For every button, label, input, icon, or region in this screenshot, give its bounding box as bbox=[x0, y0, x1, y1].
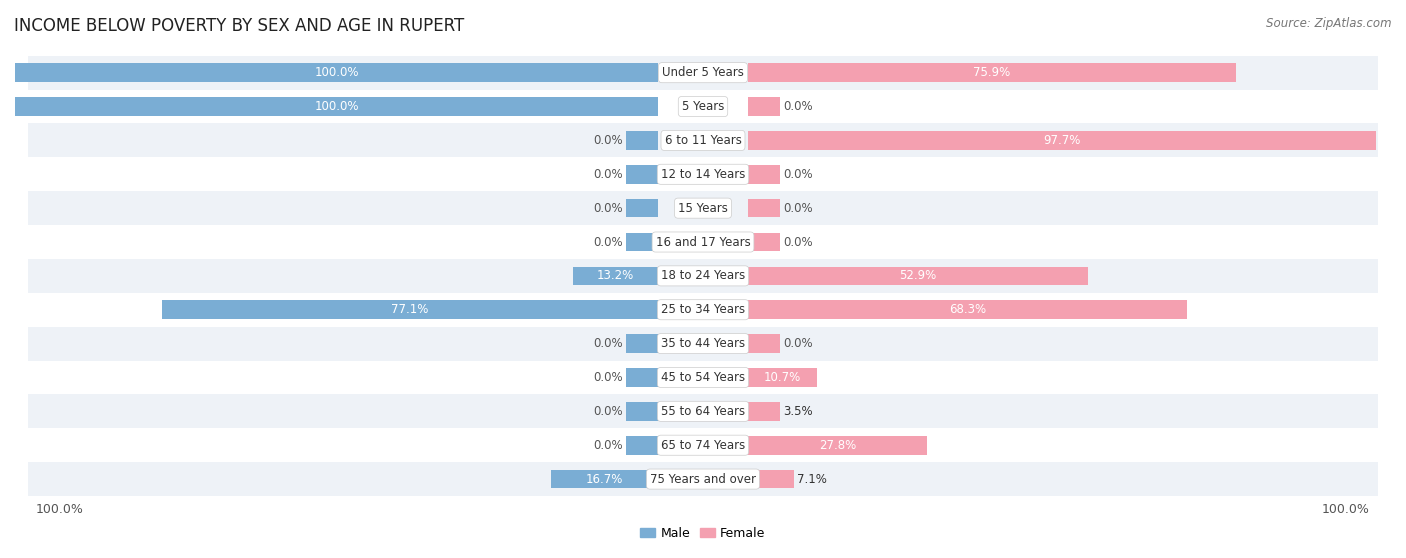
Bar bbox=[626, 334, 658, 353]
Bar bbox=[748, 267, 1088, 285]
Text: 97.7%: 97.7% bbox=[1043, 134, 1081, 147]
Text: 68.3%: 68.3% bbox=[949, 303, 986, 316]
Bar bbox=[748, 470, 793, 488]
Bar bbox=[28, 326, 1378, 360]
Bar bbox=[28, 360, 1378, 395]
Text: 45 to 54 Years: 45 to 54 Years bbox=[661, 371, 745, 384]
Bar bbox=[28, 429, 1378, 462]
Text: Source: ZipAtlas.com: Source: ZipAtlas.com bbox=[1267, 17, 1392, 30]
Text: 27.8%: 27.8% bbox=[818, 439, 856, 451]
Text: 10.7%: 10.7% bbox=[763, 371, 801, 384]
Text: 55 to 64 Years: 55 to 64 Years bbox=[661, 405, 745, 418]
Bar bbox=[626, 199, 658, 218]
Text: 75.9%: 75.9% bbox=[973, 66, 1011, 79]
Text: INCOME BELOW POVERTY BY SEX AND AGE IN RUPERT: INCOME BELOW POVERTY BY SEX AND AGE IN R… bbox=[14, 17, 464, 35]
Bar bbox=[28, 191, 1378, 225]
Bar bbox=[626, 436, 658, 455]
Text: 18 to 24 Years: 18 to 24 Years bbox=[661, 270, 745, 282]
Bar bbox=[28, 225, 1378, 259]
Text: 0.0%: 0.0% bbox=[783, 337, 813, 350]
Text: 0.0%: 0.0% bbox=[783, 235, 813, 248]
Bar bbox=[748, 300, 1187, 319]
Text: 0.0%: 0.0% bbox=[593, 371, 623, 384]
Text: 77.1%: 77.1% bbox=[391, 303, 429, 316]
Text: Under 5 Years: Under 5 Years bbox=[662, 66, 744, 79]
Bar bbox=[626, 165, 658, 184]
Bar bbox=[551, 470, 658, 488]
Bar bbox=[748, 402, 780, 421]
Text: 16 and 17 Years: 16 and 17 Years bbox=[655, 235, 751, 248]
Bar bbox=[626, 368, 658, 387]
Bar bbox=[15, 97, 658, 116]
Bar bbox=[28, 56, 1378, 90]
Bar bbox=[28, 395, 1378, 429]
Text: 100.0%: 100.0% bbox=[315, 100, 359, 113]
Text: 7.1%: 7.1% bbox=[797, 473, 827, 485]
Bar bbox=[574, 267, 658, 285]
Bar bbox=[626, 402, 658, 421]
Text: 6 to 11 Years: 6 to 11 Years bbox=[665, 134, 741, 147]
Text: 52.9%: 52.9% bbox=[900, 270, 936, 282]
Bar bbox=[748, 165, 780, 184]
Text: 3.5%: 3.5% bbox=[783, 405, 813, 418]
Bar bbox=[748, 334, 780, 353]
Text: 15 Years: 15 Years bbox=[678, 201, 728, 215]
Bar bbox=[626, 131, 658, 150]
Text: 0.0%: 0.0% bbox=[593, 201, 623, 215]
Text: 13.2%: 13.2% bbox=[598, 270, 634, 282]
Text: 65 to 74 Years: 65 to 74 Years bbox=[661, 439, 745, 451]
Text: 100.0%: 100.0% bbox=[315, 66, 359, 79]
Text: 0.0%: 0.0% bbox=[783, 201, 813, 215]
Text: 0.0%: 0.0% bbox=[593, 439, 623, 451]
Bar bbox=[748, 368, 817, 387]
Text: 0.0%: 0.0% bbox=[593, 405, 623, 418]
Bar bbox=[15, 64, 658, 82]
Bar bbox=[28, 123, 1378, 157]
Bar bbox=[748, 97, 780, 116]
Text: 12 to 14 Years: 12 to 14 Years bbox=[661, 168, 745, 181]
Bar bbox=[626, 233, 658, 251]
Text: 16.7%: 16.7% bbox=[586, 473, 623, 485]
Text: 5 Years: 5 Years bbox=[682, 100, 724, 113]
Bar bbox=[748, 233, 780, 251]
Text: 25 to 34 Years: 25 to 34 Years bbox=[661, 303, 745, 316]
Text: 75 Years and over: 75 Years and over bbox=[650, 473, 756, 485]
Text: 0.0%: 0.0% bbox=[593, 134, 623, 147]
Text: 0.0%: 0.0% bbox=[783, 168, 813, 181]
Text: 0.0%: 0.0% bbox=[593, 235, 623, 248]
Text: 0.0%: 0.0% bbox=[593, 168, 623, 181]
Bar bbox=[28, 157, 1378, 191]
Bar bbox=[28, 462, 1378, 496]
Bar bbox=[748, 64, 1236, 82]
Bar bbox=[28, 90, 1378, 123]
Text: 0.0%: 0.0% bbox=[783, 100, 813, 113]
Bar bbox=[28, 293, 1378, 326]
Text: 35 to 44 Years: 35 to 44 Years bbox=[661, 337, 745, 350]
Bar bbox=[748, 131, 1376, 150]
Bar bbox=[748, 436, 927, 455]
Text: 0.0%: 0.0% bbox=[593, 337, 623, 350]
Legend: Male, Female: Male, Female bbox=[636, 522, 770, 545]
Bar bbox=[162, 300, 658, 319]
Bar bbox=[28, 259, 1378, 293]
Bar bbox=[748, 199, 780, 218]
